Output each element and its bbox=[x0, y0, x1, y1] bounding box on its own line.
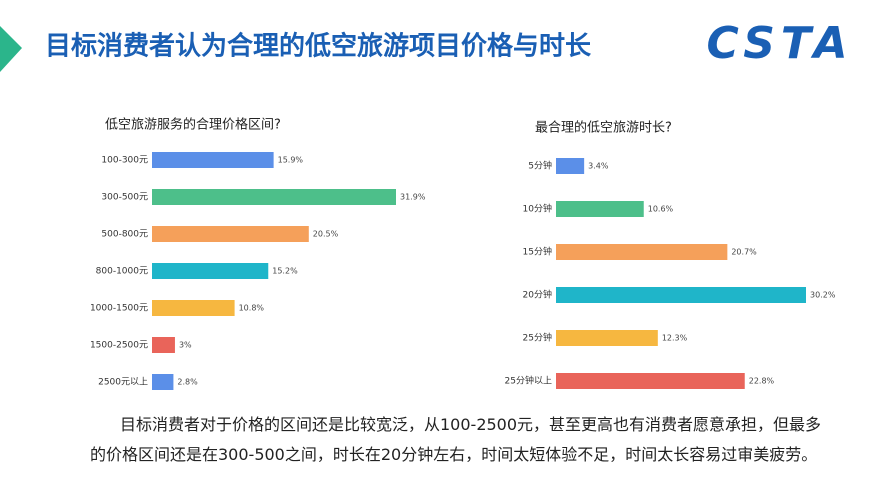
bar bbox=[556, 158, 585, 174]
bar bbox=[152, 300, 235, 316]
chart-title: 低空旅游服务的合理价格区间? bbox=[105, 117, 281, 133]
category-label: 20分钟 bbox=[523, 289, 552, 301]
value-label: 3% bbox=[179, 341, 192, 350]
value-label: 15.2% bbox=[272, 267, 298, 276]
bar bbox=[556, 201, 644, 217]
category-label: 500-800元 bbox=[101, 230, 148, 240]
category-label: 100-300元 bbox=[101, 156, 148, 166]
category-label: 10分钟 bbox=[523, 203, 552, 215]
bar bbox=[152, 337, 175, 353]
bar bbox=[556, 330, 658, 346]
category-label: 300-500元 bbox=[101, 193, 148, 203]
value-label: 30.2% bbox=[810, 291, 836, 300]
category-label: 5分钟 bbox=[528, 160, 552, 172]
header-accent bbox=[0, 26, 22, 72]
value-label: 31.9% bbox=[400, 193, 426, 202]
bar bbox=[556, 244, 728, 260]
value-label: 10.8% bbox=[239, 304, 265, 313]
slide-title: 目标消费者认为合理的低空旅游项目价格与时长 bbox=[45, 31, 592, 62]
bar bbox=[152, 226, 309, 242]
bar bbox=[152, 189, 396, 205]
logo: CSTA bbox=[706, 18, 853, 69]
value-label: 22.8% bbox=[749, 377, 775, 386]
category-label: 25分钟 bbox=[523, 332, 552, 344]
value-label: 12.3% bbox=[662, 334, 688, 343]
category-label: 25分钟以上 bbox=[505, 375, 552, 387]
bar bbox=[152, 263, 269, 279]
category-label: 1000-1500元 bbox=[90, 304, 148, 314]
chart-title: 最合理的低空旅游时长? bbox=[535, 120, 672, 136]
bar bbox=[556, 287, 806, 303]
value-label: 15.9% bbox=[278, 156, 304, 165]
value-label: 3.4% bbox=[588, 162, 609, 171]
value-label: 10.6% bbox=[648, 205, 674, 214]
value-label: 20.7% bbox=[731, 248, 757, 257]
category-label: 2500元以上 bbox=[98, 377, 148, 388]
category-label: 15分钟 bbox=[523, 246, 552, 258]
category-label: 1500-2500元 bbox=[90, 341, 148, 351]
bar bbox=[152, 152, 274, 168]
slide: 目标消费者认为合理的低空旅游项目价格与时长 CSTA 低空旅游服务的合理价格区间… bbox=[0, 18, 853, 390]
bar bbox=[152, 374, 174, 390]
category-label: 800-1000元 bbox=[96, 267, 148, 277]
value-label: 20.5% bbox=[313, 230, 339, 239]
value-label: 2.8% bbox=[177, 378, 198, 387]
paragraph: 目标消费者对于价格的区间还是比较宽泛，从100-2500元，甚至更高也有消费者愿… bbox=[90, 415, 822, 464]
bar bbox=[556, 373, 745, 389]
